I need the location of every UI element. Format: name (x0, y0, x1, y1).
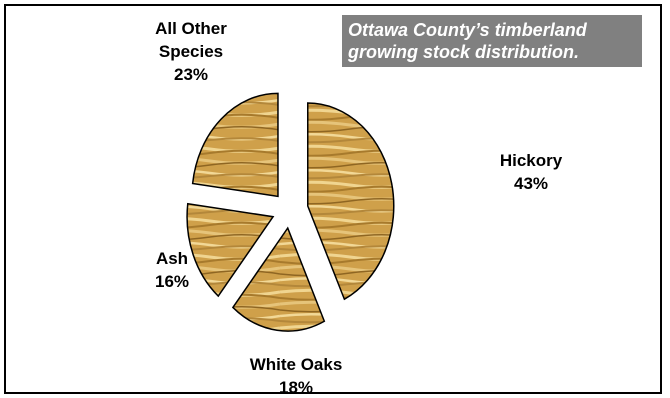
pie-slice-0 (307, 102, 395, 301)
slice-label-3-line-1: Species (159, 42, 223, 61)
chart-title-line-2: growing stock distribution. (348, 42, 579, 62)
slice-label-2-line-1: 16% (155, 272, 189, 291)
pie-slice-3 (191, 92, 279, 198)
slice-label-1-line-1: 18% (279, 378, 313, 397)
chart-title: Ottawa County’s timberland growing stock… (342, 15, 642, 67)
chart-title-line-1: Ottawa County’s timberland (348, 20, 587, 40)
slice-label-0-line-1: 43% (514, 174, 548, 193)
pie-slice-1 (231, 226, 326, 332)
slice-label-3-line-0: All Other (155, 19, 227, 38)
slice-label-0-line-0: Hickory (500, 151, 563, 170)
slice-label-2-line-0: Ash (156, 249, 188, 268)
slice-label-3-line-2: 23% (174, 65, 208, 84)
pie-slice-2 (186, 202, 275, 298)
slice-label-1-line-0: White Oaks (250, 355, 343, 374)
